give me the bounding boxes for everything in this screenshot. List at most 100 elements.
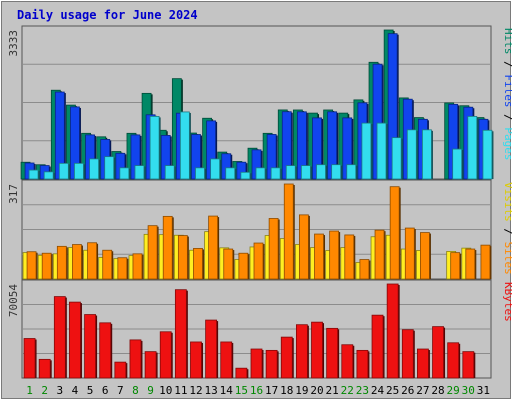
- bar-pages-22: [346, 164, 357, 180]
- x-tick-label: 31: [477, 384, 490, 397]
- bar-kbytes-19: [295, 324, 308, 379]
- x-tick-label: 5: [87, 384, 94, 397]
- bar-kbytes-28: [432, 326, 444, 379]
- bar-sites-27: [420, 232, 430, 280]
- hits-panel-ymax-label: 3333: [7, 30, 20, 57]
- bar-pages-24: [376, 122, 387, 180]
- bar-sites-21: [329, 230, 340, 280]
- x-tick-label: 8: [132, 384, 139, 397]
- x-tick-label: 9: [147, 384, 154, 397]
- bar-kbytes-6: [99, 322, 112, 379]
- bar-sites-12: [193, 248, 203, 280]
- x-tick-label: 7: [117, 384, 124, 397]
- bar-sites-31: [480, 244, 491, 280]
- x-tick-label: 10: [159, 384, 172, 397]
- bar-pages-11: [179, 111, 190, 180]
- bar-pages-27: [422, 129, 432, 180]
- x-tick-label: 26: [401, 384, 414, 397]
- bar-pages-9: [149, 116, 160, 180]
- series-kbytes: [23, 283, 476, 379]
- x-tick-label: 14: [220, 384, 234, 397]
- bar-kbytes-2: [38, 358, 51, 379]
- x-tick-label: 16: [250, 384, 263, 397]
- bar-kbytes-20: [311, 321, 323, 379]
- visits-panel-legend: Visits / Sites: [502, 182, 512, 275]
- hits-panel-legend-entry: /: [502, 55, 512, 75]
- bar-kbytes-4: [69, 301, 81, 379]
- bar-pages-8: [134, 165, 145, 180]
- x-tick-label: 18: [280, 384, 293, 397]
- bar-pages-16: [255, 167, 266, 180]
- bar-sites-5: [87, 242, 97, 280]
- bar-sites-10: [162, 215, 173, 280]
- bar-pages-31: [482, 129, 493, 180]
- bar-kbytes-7: [114, 361, 127, 379]
- bar-pages-2: [43, 171, 54, 180]
- chart-title: Daily usage for June 2024: [17, 8, 198, 22]
- bar-kbytes-23: [356, 349, 369, 379]
- kbytes-panel-legend: KBytes: [502, 282, 512, 322]
- x-tick-label: 30: [462, 384, 475, 397]
- bar-kbytes-11: [174, 289, 187, 379]
- bar-sites-20: [314, 233, 324, 280]
- bar-sites-11: [177, 235, 188, 280]
- x-tick-label: 4: [72, 384, 79, 397]
- x-tick-label: 13: [204, 384, 217, 397]
- bar-kbytes-13: [205, 319, 218, 379]
- bar-sites-24: [374, 229, 385, 280]
- hits-panel-legend-entry: Pages: [502, 127, 512, 160]
- bar-kbytes-18: [280, 336, 293, 379]
- bar-pages-17: [270, 167, 281, 180]
- bar-sites-1: [26, 251, 37, 280]
- bar-pages-20: [316, 164, 326, 180]
- x-tick-label: 23: [356, 384, 369, 397]
- bar-pages-15: [240, 171, 251, 180]
- bar-pages-14: [225, 167, 236, 180]
- x-tick-label: 6: [102, 384, 109, 397]
- bar-pages-10: [164, 165, 175, 180]
- bar-pages-12: [195, 167, 205, 180]
- hits-panel-legend-entry: Files: [502, 74, 512, 107]
- bar-pages-1: [28, 169, 39, 180]
- bar-sites-15: [238, 252, 249, 280]
- hits-panel-legend-entry: /: [502, 108, 512, 128]
- x-tick-label: 27: [416, 384, 429, 397]
- bar-kbytes-27: [417, 348, 429, 379]
- series-sites: [26, 183, 492, 280]
- bar-sites-30: [465, 248, 476, 280]
- bar-sites-29: [450, 252, 461, 280]
- x-tick-label: 3: [57, 384, 64, 397]
- x-tick-label: 2: [41, 384, 48, 397]
- bar-kbytes-12: [190, 341, 202, 379]
- bar-kbytes-22: [341, 344, 354, 379]
- x-tick-label: 28: [431, 384, 444, 397]
- x-tick-label: 20: [310, 384, 323, 397]
- bar-pages-29: [452, 148, 463, 180]
- bar-pages-18: [285, 165, 296, 180]
- bar-kbytes-16: [250, 348, 263, 379]
- bar-kbytes-14: [220, 341, 233, 379]
- bar-pages-26: [406, 129, 417, 180]
- x-tick-label: 29: [447, 384, 460, 397]
- bar-sites-2: [41, 252, 52, 280]
- bar-sites-26: [404, 227, 415, 280]
- bar-pages-4: [74, 162, 84, 180]
- x-tick-label: 11: [174, 384, 187, 397]
- bar-pages-25: [391, 137, 402, 180]
- visits-panel-legend-entry: /: [502, 222, 512, 242]
- x-tick-label: 17: [265, 384, 278, 397]
- kbytes-panel-legend-entry: KBytes: [502, 282, 512, 322]
- bar-kbytes-30: [462, 351, 475, 379]
- bar-pages-30: [467, 116, 478, 180]
- bar-sites-3: [56, 245, 67, 280]
- bar-kbytes-1: [23, 338, 36, 379]
- bar-sites-9: [147, 225, 158, 280]
- bar-sites-14: [223, 248, 234, 280]
- bar-sites-18: [283, 183, 294, 280]
- bar-kbytes-8: [129, 339, 142, 379]
- bar-kbytes-29: [447, 342, 460, 379]
- x-tick-label: 25: [386, 384, 399, 397]
- x-tick-label: 1: [26, 384, 33, 397]
- visits-panel-legend-entry: Sites: [502, 242, 512, 275]
